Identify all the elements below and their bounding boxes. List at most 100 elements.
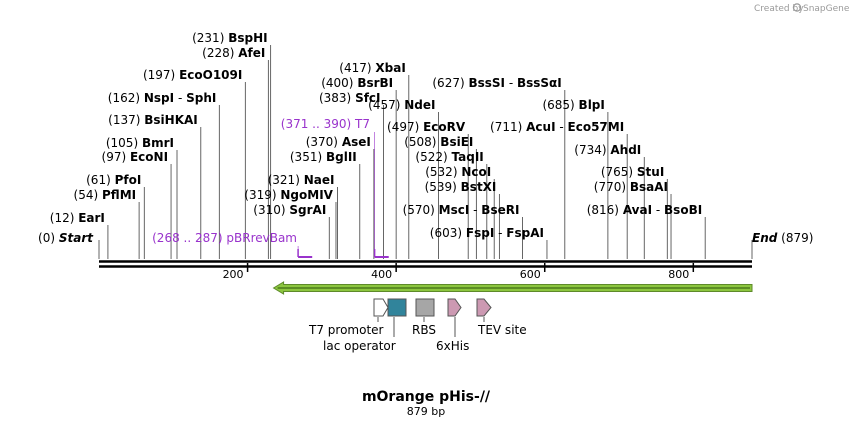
enzyme-separator: - bbox=[652, 203, 664, 217]
site-position: (321) bbox=[268, 173, 304, 187]
enzyme-name: MscI bbox=[439, 203, 470, 217]
enzyme-name: BsrBI bbox=[357, 76, 393, 90]
site-label-ncoi[interactable]: (532) NcoI bbox=[425, 165, 491, 179]
site-position: (508) bbox=[404, 135, 440, 149]
primer-name: pBRrevBam bbox=[226, 231, 297, 245]
site-position: (351) bbox=[290, 150, 326, 164]
site-position: (231) bbox=[192, 31, 228, 45]
primer-label-pbrrevbam: (268 .. 287) pBRrevBam bbox=[152, 231, 297, 245]
site-label-sfci[interactable]: (383) SfcI bbox=[319, 91, 381, 105]
site-label-bglii[interactable]: (351) BglII bbox=[290, 150, 357, 164]
end-position: (0) bbox=[38, 231, 59, 245]
enzyme-name: SfcI bbox=[355, 91, 380, 105]
enzyme-separator: - bbox=[556, 120, 568, 134]
6xhis-tag-icon[interactable] bbox=[447, 298, 462, 337]
site-position: (816) bbox=[587, 203, 623, 217]
site-label-bsssi[interactable]: (627) BssSI - BssSαI bbox=[432, 76, 561, 90]
enzyme-name: AseI bbox=[342, 135, 371, 149]
enzyme-name: NcoI bbox=[461, 165, 491, 179]
site-position: (61) bbox=[86, 173, 114, 187]
site-label-econi[interactable]: (97) EcoNI bbox=[102, 150, 169, 164]
enzyme-name: BspHI bbox=[228, 31, 267, 45]
morange-feature-arrow[interactable] bbox=[272, 281, 753, 295]
enzyme-name: PflMI bbox=[102, 188, 136, 202]
enzyme-name: BstXI bbox=[461, 180, 497, 194]
enzyme-name: AhdI bbox=[610, 143, 641, 157]
site-label-ecorv[interactable]: (497) EcoRV bbox=[387, 120, 466, 134]
site-label-bsaai[interactable]: (770) BsaAI bbox=[594, 180, 668, 194]
enzyme-name: EcoO109I bbox=[179, 68, 242, 82]
site-label-bstxi[interactable]: (539) BstXI bbox=[425, 180, 497, 194]
site-label-asei[interactable]: (370) AseI bbox=[306, 135, 371, 149]
site-label-stui[interactable]: (765) StuI bbox=[601, 165, 664, 179]
site-label-pfoi[interactable]: (61) PfoI bbox=[86, 173, 141, 187]
site-position: (97) bbox=[102, 150, 130, 164]
site-label-bsihkai[interactable]: (137) BsiHKAI bbox=[108, 113, 198, 127]
site-label-fspi[interactable]: (603) FspI - FspAI bbox=[430, 226, 544, 240]
credit-created-by: Created by bbox=[754, 4, 804, 14]
tev-site-icon[interactable] bbox=[476, 298, 492, 322]
sequence-backbone bbox=[99, 260, 752, 268]
feature-label-6xhis: 6xHis bbox=[436, 339, 469, 353]
sequence-end-end: End (879) bbox=[752, 231, 813, 245]
primer-pbrrevbam[interactable]: (268 .. 287) pBRrevBam bbox=[152, 231, 313, 258]
site-label-avai[interactable]: (816) AvaI - BsoBI bbox=[587, 203, 702, 217]
enzyme-name: FspI bbox=[466, 226, 494, 240]
site-label-ecoo109i[interactable]: (197) EcoO109I bbox=[143, 68, 242, 82]
enzyme-name: AvaI bbox=[623, 203, 652, 217]
map-subtitle: 879 bp bbox=[407, 405, 445, 418]
site-position: (497) bbox=[387, 120, 423, 134]
feature-icons bbox=[373, 298, 492, 337]
site-label-xbai[interactable]: (417) XbaI bbox=[339, 61, 406, 75]
site-label-ngomiv[interactable]: (319) NgoMIV bbox=[244, 188, 333, 202]
t7-promoter-icon[interactable] bbox=[373, 298, 389, 322]
enzyme-name: TaqII bbox=[452, 150, 484, 164]
tick-label: 200 bbox=[223, 268, 244, 281]
site-label-acui[interactable]: (711) AcuI - Eco57MI bbox=[490, 120, 624, 134]
site-position: (627) bbox=[432, 76, 468, 90]
enzyme-name: AfeI bbox=[238, 46, 265, 60]
site-label-bsiei[interactable]: (508) BsiEI bbox=[404, 135, 473, 149]
enzyme-name: BssSI bbox=[468, 76, 505, 90]
primer-name: T7 bbox=[354, 117, 370, 131]
site-label-afei[interactable]: (228) AfeI bbox=[202, 46, 265, 60]
site-label-taqii[interactable]: (522) TaqII bbox=[415, 150, 483, 164]
primer-label-t7: (371 .. 390) T7 bbox=[281, 117, 370, 131]
site-label-blpi[interactable]: (685) BlpI bbox=[542, 98, 604, 112]
enzyme-name: NspI bbox=[144, 91, 174, 105]
site-position: (570) bbox=[403, 203, 439, 217]
enzyme-name: AcuI bbox=[526, 120, 555, 134]
site-label-sgrai[interactable]: (310) SgrAI bbox=[253, 203, 326, 217]
site-leaders bbox=[98, 45, 753, 259]
primer-range: (268 .. 287) bbox=[152, 231, 226, 245]
end-position: (879) bbox=[777, 231, 813, 245]
map-title: mOrange pHis-// bbox=[362, 389, 491, 405]
enzyme-name: EarI bbox=[78, 211, 105, 225]
site-label-pflmi[interactable]: (54) PflMI bbox=[74, 188, 137, 202]
enzyme-name-2: BseRI bbox=[481, 203, 519, 217]
site-label-ahdi[interactable]: (734) AhdI bbox=[574, 143, 641, 157]
site-label-nspi[interactable]: (162) NspI - SphI bbox=[108, 91, 217, 105]
enzyme-name-2: FspAI bbox=[506, 226, 544, 240]
site-label-ndei[interactable]: (457) NdeI bbox=[368, 98, 435, 112]
ruler-ticks: 200 400 600 800 bbox=[223, 263, 695, 281]
site-label-bsrbi[interactable]: (400) BsrBI bbox=[321, 76, 393, 90]
rbs-icon[interactable] bbox=[415, 298, 435, 322]
sequence-end-start: (0) Start bbox=[38, 231, 94, 245]
enzyme-name: NgoMIV bbox=[280, 188, 333, 202]
lac-operator-icon[interactable] bbox=[387, 298, 407, 337]
site-position: (54) bbox=[74, 188, 102, 202]
site-label-eari[interactable]: (12) EarI bbox=[50, 211, 105, 225]
enzyme-name: BsiHKAI bbox=[144, 113, 198, 127]
site-position: (12) bbox=[50, 211, 78, 225]
site-position: (685) bbox=[542, 98, 578, 112]
site-label-bsphi[interactable]: (231) BspHI bbox=[192, 31, 267, 45]
feature-label-lac-operator: lac operator bbox=[323, 339, 396, 353]
site-label-bmri[interactable]: (105) BmrI bbox=[106, 136, 174, 150]
enzyme-name-2: SphI bbox=[186, 91, 216, 105]
primer-t7[interactable]: (371 .. 390) T7 bbox=[281, 117, 389, 258]
site-label-msci[interactable]: (570) MscI - BseRI bbox=[403, 203, 520, 217]
site-label-naei[interactable]: (321) NaeI bbox=[268, 173, 335, 187]
enzyme-name: NaeI bbox=[304, 173, 335, 187]
